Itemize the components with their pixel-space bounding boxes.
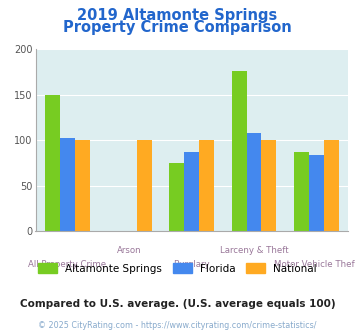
Bar — [324, 140, 339, 231]
Text: Burglary: Burglary — [173, 260, 210, 269]
Bar — [294, 152, 309, 231]
Text: Larceny & Theft: Larceny & Theft — [220, 246, 288, 254]
Bar — [137, 140, 152, 231]
Text: Arson: Arson — [117, 246, 142, 254]
Text: 2019 Altamonte Springs: 2019 Altamonte Springs — [77, 8, 278, 23]
Bar — [309, 155, 324, 231]
Text: Motor Vehicle Theft: Motor Vehicle Theft — [274, 260, 355, 269]
Bar — [231, 71, 246, 231]
Bar — [246, 133, 262, 231]
Bar — [184, 152, 199, 231]
Bar — [75, 140, 89, 231]
Bar — [262, 140, 277, 231]
Bar — [169, 163, 184, 231]
Text: © 2025 CityRating.com - https://www.cityrating.com/crime-statistics/: © 2025 CityRating.com - https://www.city… — [38, 321, 317, 330]
Text: Property Crime Comparison: Property Crime Comparison — [63, 20, 292, 35]
Bar — [45, 95, 60, 231]
Text: Compared to U.S. average. (U.S. average equals 100): Compared to U.S. average. (U.S. average … — [20, 299, 335, 309]
Legend: Altamonte Springs, Florida, National: Altamonte Springs, Florida, National — [38, 263, 317, 274]
Text: All Property Crime: All Property Crime — [28, 260, 106, 269]
Bar — [60, 138, 75, 231]
Bar — [199, 140, 214, 231]
